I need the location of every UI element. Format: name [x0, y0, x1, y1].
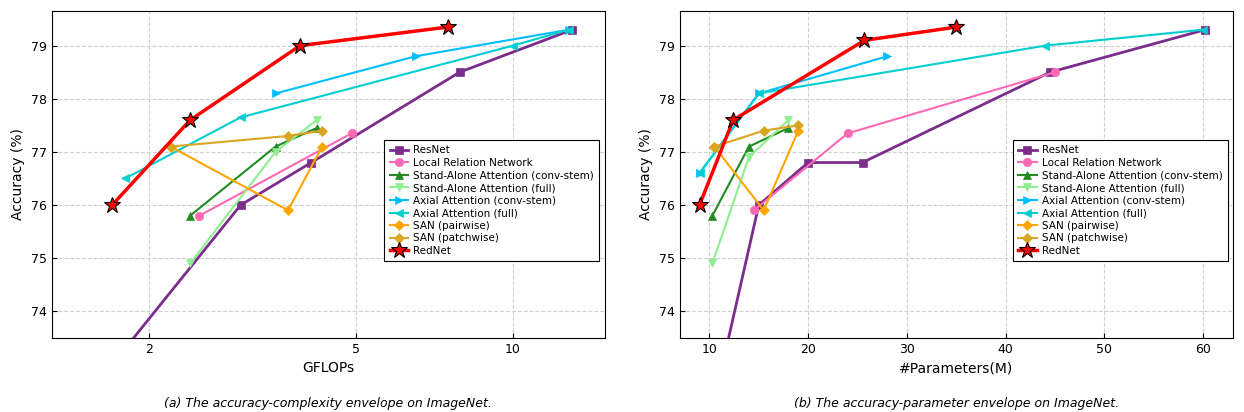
- X-axis label: #Parameters(M): #Parameters(M): [899, 361, 1014, 375]
- Text: (a) The accuracy-complexity envelope on ImageNet.: (a) The accuracy-complexity envelope on …: [164, 397, 493, 410]
- Text: (b) The accuracy-parameter envelope on ImageNet.: (b) The accuracy-parameter envelope on I…: [794, 397, 1118, 410]
- Legend: ResNet, Local Relation Network, Stand-Alone Attention (conv-stem), Stand-Alone A: ResNet, Local Relation Network, Stand-Al…: [384, 140, 600, 261]
- Legend: ResNet, Local Relation Network, Stand-Alone Attention (conv-stem), Stand-Alone A: ResNet, Local Relation Network, Stand-Al…: [1013, 140, 1228, 261]
- X-axis label: GFLOPs: GFLOPs: [302, 361, 355, 375]
- Y-axis label: Accuracy (%): Accuracy (%): [11, 129, 25, 220]
- Y-axis label: Accuracy (%): Accuracy (%): [639, 129, 653, 220]
